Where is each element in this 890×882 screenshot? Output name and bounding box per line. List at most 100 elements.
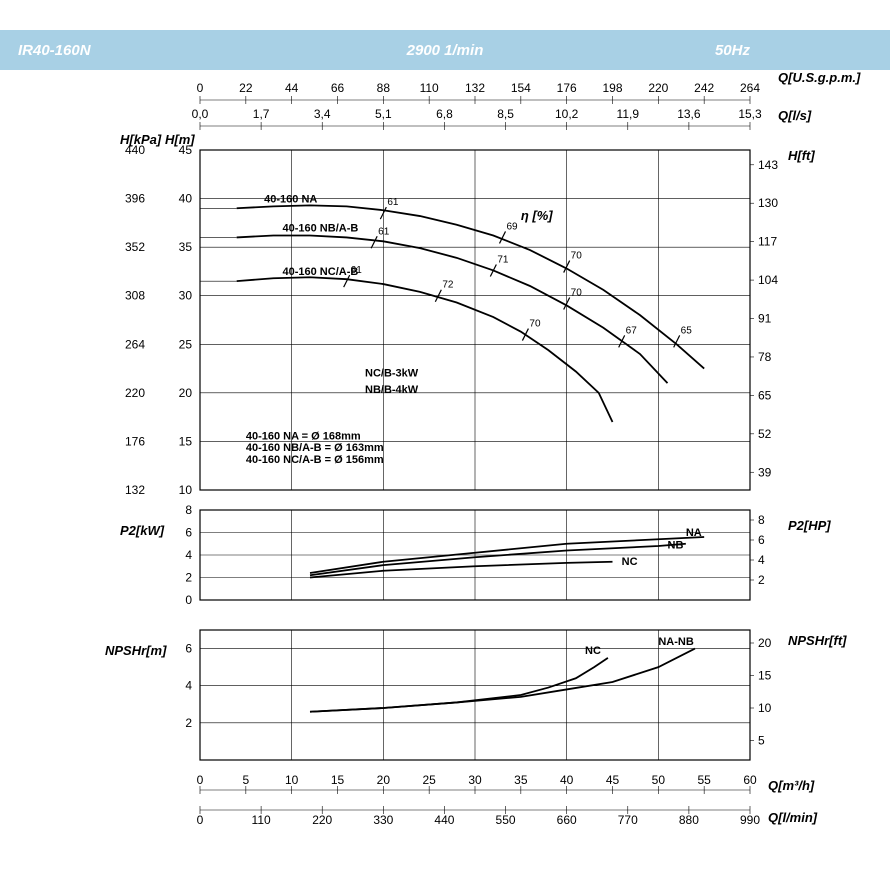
svg-text:45: 45 (606, 773, 620, 787)
svg-text:40-160 NC/A-B: 40-160 NC/A-B (283, 266, 359, 278)
svg-text:70: 70 (571, 287, 583, 298)
svg-text:8: 8 (185, 503, 192, 517)
svg-text:NC: NC (622, 556, 638, 568)
svg-text:30: 30 (468, 773, 482, 787)
svg-text:η [%]: η [%] (521, 208, 553, 223)
svg-text:990: 990 (740, 813, 760, 827)
svg-text:70: 70 (529, 319, 541, 330)
svg-text:176: 176 (557, 81, 577, 95)
svg-text:88: 88 (377, 81, 391, 95)
svg-text:2: 2 (185, 716, 192, 730)
svg-text:5: 5 (758, 734, 765, 748)
svg-text:220: 220 (312, 813, 332, 827)
svg-text:143: 143 (758, 158, 778, 172)
svg-text:0: 0 (197, 81, 204, 95)
svg-text:61: 61 (378, 226, 390, 237)
svg-text:39: 39 (758, 465, 772, 479)
svg-text:176: 176 (125, 434, 145, 448)
svg-text:40-160 NB/A-B: 40-160 NB/A-B (283, 222, 359, 234)
svg-text:20: 20 (179, 386, 193, 400)
svg-text:40: 40 (560, 773, 574, 787)
svg-text:10: 10 (285, 773, 299, 787)
svg-text:0,0: 0,0 (192, 107, 209, 121)
svg-text:NB/B-4kW: NB/B-4kW (365, 384, 419, 396)
svg-text:65: 65 (758, 388, 772, 402)
svg-text:110: 110 (420, 81, 439, 95)
svg-text:8,5: 8,5 (497, 107, 514, 121)
svg-text:4: 4 (758, 553, 765, 567)
svg-text:880: 880 (679, 813, 699, 827)
svg-text:NPSHr[ft]: NPSHr[ft] (788, 633, 847, 648)
svg-text:20: 20 (758, 636, 772, 650)
svg-text:30: 30 (179, 289, 193, 303)
svg-text:40: 40 (179, 192, 193, 206)
svg-text:770: 770 (618, 813, 638, 827)
svg-text:1,7: 1,7 (253, 107, 270, 121)
svg-text:65: 65 (681, 325, 693, 336)
svg-text:35: 35 (179, 240, 193, 254)
svg-text:15: 15 (179, 434, 193, 448)
svg-text:61: 61 (351, 265, 363, 276)
svg-text:15: 15 (758, 669, 772, 683)
svg-text:104: 104 (758, 273, 778, 287)
svg-text:H[ft]: H[ft] (788, 148, 815, 163)
svg-text:H[kPa]: H[kPa] (120, 132, 162, 147)
svg-text:69: 69 (507, 221, 519, 232)
svg-text:264: 264 (125, 337, 145, 351)
svg-text:330: 330 (373, 813, 393, 827)
svg-text:396: 396 (125, 192, 145, 206)
chart-canvas: 022446688110132154176198220242264Q[U.S.g… (0, 0, 890, 882)
svg-text:NA-NB: NA-NB (658, 636, 693, 648)
svg-text:25: 25 (422, 773, 436, 787)
svg-text:440: 440 (434, 813, 454, 827)
svg-text:660: 660 (557, 813, 577, 827)
svg-text:154: 154 (511, 81, 531, 95)
svg-text:3,4: 3,4 (314, 107, 331, 121)
svg-text:NA: NA (686, 527, 702, 539)
svg-text:130: 130 (758, 196, 778, 210)
svg-text:Q[l/s]: Q[l/s] (778, 108, 812, 123)
svg-text:78: 78 (758, 350, 772, 364)
svg-text:55: 55 (697, 773, 711, 787)
svg-text:P2[kW]: P2[kW] (120, 523, 165, 538)
svg-text:11,9: 11,9 (617, 107, 640, 121)
svg-text:4: 4 (185, 679, 192, 693)
svg-text:40-160 NA = Ø 168mm: 40-160 NA = Ø 168mm (246, 430, 361, 442)
svg-text:0: 0 (185, 593, 192, 607)
svg-text:0: 0 (197, 773, 204, 787)
svg-text:91: 91 (758, 312, 772, 326)
svg-text:5: 5 (242, 773, 249, 787)
svg-text:13,6: 13,6 (677, 107, 701, 121)
svg-text:198: 198 (602, 81, 622, 95)
svg-text:Q[m³/h]: Q[m³/h] (768, 778, 815, 793)
svg-text:352: 352 (125, 240, 145, 254)
svg-text:117: 117 (758, 235, 777, 249)
svg-text:66: 66 (331, 81, 345, 95)
svg-text:6: 6 (758, 533, 765, 547)
svg-text:6: 6 (185, 642, 192, 656)
svg-text:10: 10 (758, 701, 772, 715)
svg-text:70: 70 (571, 251, 583, 262)
svg-text:264: 264 (740, 81, 760, 95)
svg-text:52: 52 (758, 427, 772, 441)
svg-text:NPSHr[m]: NPSHr[m] (105, 643, 167, 658)
svg-text:40-160 NA: 40-160 NA (264, 193, 317, 205)
svg-text:15: 15 (331, 773, 345, 787)
svg-text:67: 67 (626, 325, 638, 336)
svg-text:550: 550 (496, 813, 516, 827)
svg-text:Q[l/min]: Q[l/min] (768, 810, 818, 825)
svg-text:110: 110 (252, 813, 271, 827)
svg-text:H[m]: H[m] (165, 132, 195, 147)
svg-text:10,2: 10,2 (555, 107, 579, 121)
svg-text:NC/B-3kW: NC/B-3kW (365, 367, 419, 379)
svg-text:2: 2 (185, 571, 192, 585)
svg-text:Q[U.S.g.p.m.]: Q[U.S.g.p.m.] (778, 70, 861, 85)
svg-text:6,8: 6,8 (436, 107, 453, 121)
svg-text:220: 220 (125, 386, 145, 400)
svg-text:0: 0 (197, 813, 204, 827)
svg-text:132: 132 (465, 81, 485, 95)
svg-text:35: 35 (514, 773, 528, 787)
svg-text:NC: NC (585, 645, 601, 657)
svg-text:8: 8 (758, 513, 765, 527)
svg-text:25: 25 (179, 337, 193, 351)
